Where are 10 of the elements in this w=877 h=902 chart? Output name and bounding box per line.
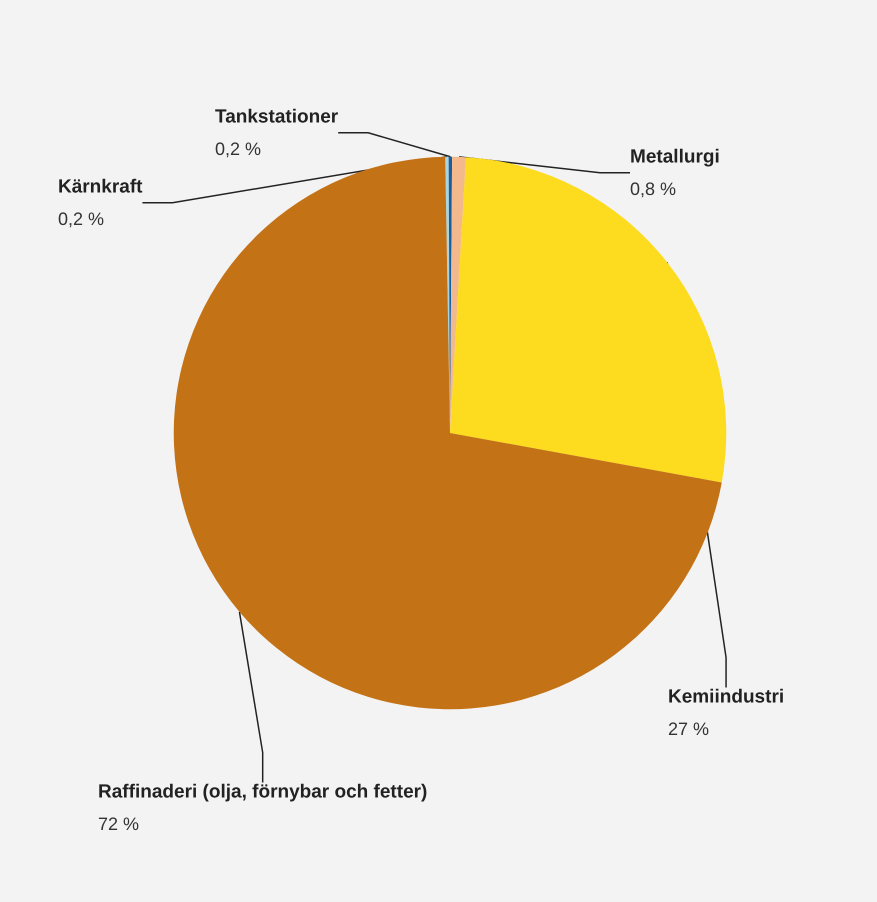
slice-label: Metallurgi — [630, 146, 720, 168]
data-label: 0,8 % — [630, 179, 676, 199]
data-label: 27 % — [668, 719, 710, 739]
data-label: 0,2 % — [215, 139, 262, 159]
slice-label: Raffinaderi (olja, förnybar och fetter) — [98, 782, 428, 802]
data-label: 72 % — [98, 814, 140, 834]
slice-label: Kemiindustri — [668, 686, 784, 708]
data-label: 0,2 % — [58, 209, 104, 229]
slice-label: Tankstationer — [215, 106, 339, 128]
slice-label: Kärnkraft — [58, 176, 144, 198]
